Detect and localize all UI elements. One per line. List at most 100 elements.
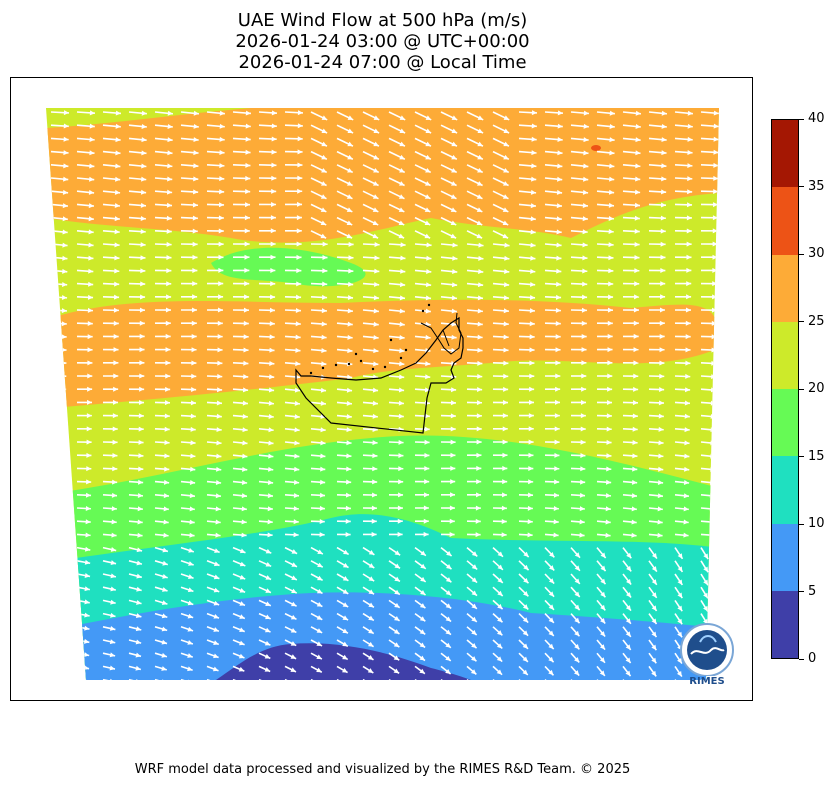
- wind-vector-head: [445, 616, 452, 622]
- wind-vector-head: [528, 466, 534, 472]
- wind-vector-head: [110, 599, 116, 605]
- wind-vector-head: [346, 479, 352, 485]
- wind-vector-head: [87, 307, 93, 313]
- wind-vector-head: [625, 684, 630, 689]
- wind-vector-head: [496, 656, 503, 662]
- wind-vector-head: [291, 588, 297, 594]
- wind-vector-head: [60, 413, 66, 419]
- wind-vector-head: [59, 505, 65, 511]
- wind-vector-head: [446, 550, 452, 556]
- wind-vector-head: [556, 281, 562, 287]
- wind-vector-head: [189, 493, 195, 499]
- wind-vector-head: [264, 640, 271, 646]
- wind-vector-head: [710, 440, 716, 446]
- wind-vector-head: [687, 136, 693, 142]
- wind-vector-head: [218, 294, 224, 300]
- wind-vector-head: [241, 519, 247, 525]
- wind-vector-head: [296, 241, 302, 247]
- wind-vector-head: [683, 480, 690, 485]
- wind-vector-head: [137, 506, 143, 512]
- wind-vector-head: [496, 643, 503, 649]
- wind-vector-head: [497, 603, 503, 610]
- wind-vector-head: [529, 321, 535, 327]
- wind-vector-head: [425, 295, 432, 301]
- wind-vector-head: [686, 294, 692, 300]
- wind-vector-head: [239, 640, 245, 646]
- wind-vector-head: [373, 181, 379, 186]
- wind-vector-head: [400, 255, 406, 261]
- wind-vector-head: [265, 601, 271, 606]
- wind-vector-head: [635, 150, 641, 156]
- wind-vector-head: [712, 267, 718, 273]
- wind-vector-head: [243, 360, 249, 366]
- wind-vector-head: [193, 137, 199, 143]
- wind-vector-head: [684, 427, 690, 433]
- wind-vector-head: [114, 255, 120, 261]
- wind-vector-head: [164, 400, 170, 406]
- wind-vector-head: [450, 479, 456, 485]
- wind-vector-head: [368, 550, 375, 555]
- wind-vector-head: [212, 666, 219, 672]
- wind-vector-head: [297, 110, 303, 116]
- wind-vector-head: [606, 466, 612, 472]
- wind-vector-head: [161, 626, 168, 632]
- wind-vector-head: [530, 268, 536, 274]
- wind-vector-head: [320, 220, 327, 226]
- wind-vector-head: [270, 215, 276, 221]
- wind-vector-head: [269, 334, 275, 340]
- wind-vector-head: [399, 282, 406, 288]
- wind-vector-head: [579, 492, 586, 498]
- wind-vector-head: [713, 189, 719, 195]
- wind-vector-head: [710, 466, 716, 472]
- wind-vector-head: [291, 549, 298, 554]
- wind-vector-head: [528, 452, 534, 458]
- wind-vector-head: [580, 479, 586, 485]
- wind-vector-head: [711, 374, 717, 380]
- wind-vector-head: [394, 615, 400, 621]
- wind-vector-head: [502, 465, 508, 471]
- wind-vector: [50, 520, 65, 523]
- wind-vector-head: [626, 565, 632, 572]
- wind-vector-head: [188, 574, 194, 579]
- wind-vector-head: [583, 137, 589, 143]
- wind-vector-head: [58, 585, 64, 591]
- wind-vector-head: [163, 479, 170, 485]
- wind-vector: [50, 665, 64, 670]
- wind-vector-head: [583, 163, 589, 169]
- wind-vector-head: [268, 440, 274, 446]
- wind-vector-head: [497, 617, 503, 623]
- wind-vector-head: [625, 592, 632, 598]
- wind-vector-head: [110, 586, 116, 592]
- wind-vector-head: [634, 294, 640, 300]
- wind-vector-head: [136, 560, 142, 566]
- wind-vector-head: [399, 361, 405, 367]
- wind-vector-head: [191, 333, 197, 339]
- wind-vector-head: [86, 439, 92, 445]
- wind-vector-head: [269, 321, 275, 327]
- wind-vector-head: [138, 453, 144, 459]
- wind-vector-head: [607, 320, 613, 326]
- wind-vector-head: [291, 601, 297, 607]
- wind-vector-head: [419, 655, 425, 661]
- island-dot: [427, 303, 431, 307]
- wind-vector-head: [244, 228, 250, 234]
- wind-vector-head: [265, 614, 271, 620]
- wind-vector-head: [138, 413, 144, 419]
- wind-vector-head: [347, 115, 354, 120]
- wind-vector: [596, 679, 606, 680]
- wind-vector-head: [135, 613, 142, 618]
- wind-vector-head: [110, 560, 117, 566]
- wind-vector-head: [268, 400, 274, 406]
- wind-vector-head: [271, 188, 277, 194]
- wind-vector-head: [297, 162, 303, 168]
- wind-vector-head: [111, 519, 117, 525]
- wind-vector-head: [424, 387, 431, 393]
- wind-vector-head: [451, 347, 457, 353]
- wind-vector-head: [685, 360, 691, 366]
- wind-vector-head: [109, 665, 115, 671]
- wind-vector-head: [317, 562, 323, 568]
- wind-vector-head: [449, 531, 455, 537]
- wind-vector-head: [606, 400, 612, 406]
- wind-vector-head: [317, 575, 323, 581]
- wind-vector-head: [140, 268, 146, 274]
